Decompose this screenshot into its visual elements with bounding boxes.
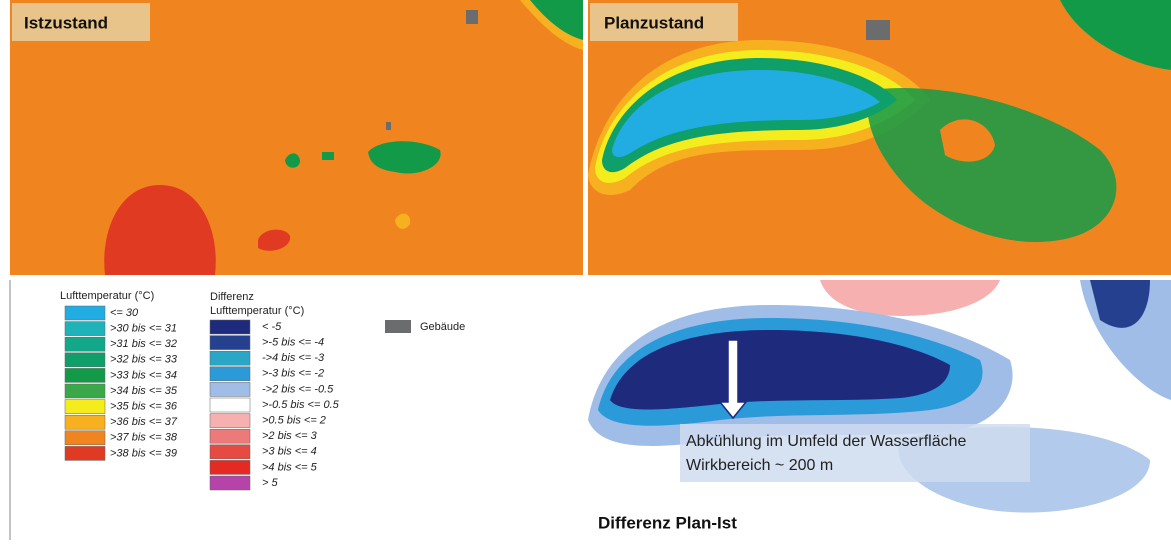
legend-swatch [210, 382, 250, 396]
legend-swatch [210, 476, 250, 490]
legend-label: >32 bis <= 33 [110, 354, 178, 366]
legend-label: >-0.5 bis <= 0.5 [262, 399, 340, 411]
legend-label: >-5 bis <= -4 [262, 337, 324, 349]
legend-label: >30 bis <= 31 [110, 323, 177, 335]
legend-swatch [210, 398, 250, 412]
legend-swatch [65, 384, 105, 398]
figure: Istzustand Planzustand Abkühlung im Umfe… [0, 0, 1171, 540]
panel-title: Differenz Plan-Ist [598, 513, 737, 532]
legend-label: >-3 bis <= -2 [262, 368, 324, 380]
legend-swatch [65, 368, 105, 382]
legend-swatch [65, 431, 105, 445]
legend-title: Lufttemperatur (°C) [60, 290, 154, 302]
legend-label: >3 bis <= 4 [262, 446, 317, 458]
map-diff: Abkühlung im Umfeld der Wasserfläche Wir… [588, 280, 1171, 540]
legend-swatch [210, 351, 250, 365]
legend-swatch [210, 414, 250, 428]
map-plan: Planzustand [588, 0, 1171, 275]
legend-swatch [210, 367, 250, 381]
legend-swatch [65, 306, 105, 320]
legend-label: <= 30 [110, 307, 139, 319]
legend-swatch [210, 445, 250, 459]
legend-swatch [65, 415, 105, 429]
legend-label: ->2 bis <= -0.5 [262, 383, 334, 395]
legend-swatch [65, 353, 105, 367]
legend-label: >38 bis <= 39 [110, 447, 177, 459]
legend-label: Gebäude [420, 321, 465, 333]
legend-swatch [385, 320, 411, 333]
legend-label: >4 bis <= 5 [262, 461, 318, 473]
panel-title: Istzustand [24, 13, 108, 32]
legend-swatch [65, 446, 105, 460]
legend-swatch [210, 429, 250, 443]
legend-swatch [65, 400, 105, 414]
annotation: Abkühlung im Umfeld der Wasserfläche [686, 433, 967, 450]
legend-swatch [210, 320, 250, 334]
legend-swatch [65, 337, 105, 351]
legend-label: > 5 [262, 477, 278, 489]
legend-label: >36 bis <= 37 [110, 416, 178, 428]
legend-swatch [65, 322, 105, 336]
legend-label: >34 bis <= 35 [110, 385, 178, 397]
legend-swatch [210, 460, 250, 474]
legend-label: < -5 [262, 321, 282, 333]
legend-label: >31 bis <= 32 [110, 338, 177, 350]
legend-title: Lufttemperatur (°C) [210, 305, 304, 317]
legend-swatch [210, 336, 250, 350]
legend-label: >35 bis <= 36 [110, 401, 178, 413]
legend-label: >37 bis <= 38 [110, 432, 178, 444]
legend-label: >2 bis <= 3 [262, 430, 318, 442]
annotation: Wirkbereich ~ 200 m [686, 457, 833, 474]
legend-label: >33 bis <= 34 [110, 369, 177, 381]
legend-label: ->4 bis <= -3 [262, 352, 325, 364]
legend-title: Differenz [210, 291, 254, 303]
legend-label: >0.5 bis <= 2 [262, 415, 326, 427]
map-ist: Istzustand [10, 0, 583, 275]
panel-title: Planzustand [604, 13, 704, 32]
